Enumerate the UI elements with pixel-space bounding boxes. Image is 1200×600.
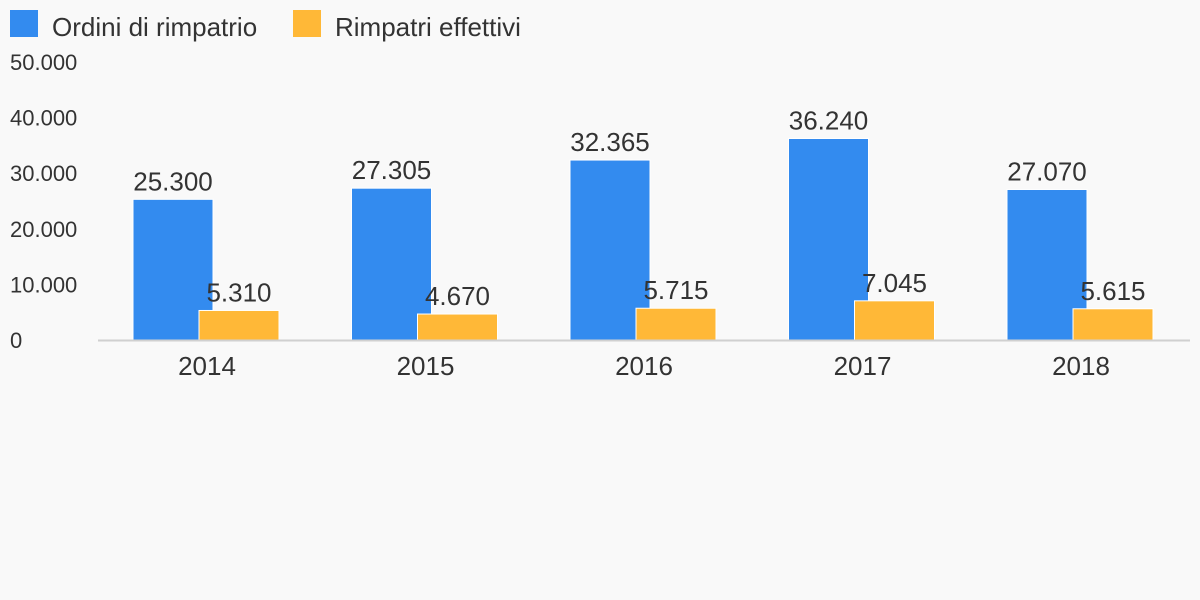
data-label: 32.365 <box>570 127 650 157</box>
bar-1-2014 <box>198 309 280 341</box>
x-axis: 2014 2015 2016 2017 2018 <box>178 351 1110 381</box>
y-tick-label: 50.000 <box>10 50 77 75</box>
bar-1-2015 <box>417 313 498 341</box>
y-tick-label: 10.000 <box>10 272 77 297</box>
y-tick-label: 20.000 <box>10 217 77 242</box>
y-axis: 0 10.000 20.000 30.000 40.000 50.000 <box>10 50 77 353</box>
data-label: 5.715 <box>643 275 708 305</box>
data-label: 5.310 <box>206 277 271 307</box>
bar-1-2017 <box>854 300 935 341</box>
y-tick-label: 40.000 <box>10 106 77 131</box>
data-label: 5.615 <box>1080 276 1145 306</box>
data-labels: 25.300 5.310 27.305 4.670 32.365 5.715 36.240 7… <box>133 106 1145 312</box>
y-tick-label: 30.000 <box>10 161 77 186</box>
bar-1-2016 <box>635 307 717 341</box>
data-label: 4.670 <box>425 281 490 311</box>
x-tick-label: 2018 <box>1052 351 1110 381</box>
legend-label-0: Ordini di rimpatrio <box>52 12 257 42</box>
data-label: 27.070 <box>1007 156 1087 186</box>
legend: Ordini di rimpatrio Rimpatri effettivi <box>10 10 521 42</box>
x-tick-label: 2016 <box>615 351 673 381</box>
bars <box>132 138 1154 341</box>
legend-swatch-0 <box>10 10 38 37</box>
legend-label-1: Rimpatri effettivi <box>335 12 521 42</box>
x-tick-label: 2014 <box>178 351 236 381</box>
data-label: 25.300 <box>133 166 213 196</box>
x-tick-label: 2015 <box>397 351 455 381</box>
data-label: 36.240 <box>789 106 869 136</box>
y-tick-label: 0 <box>10 328 22 353</box>
bar-1-2018 <box>1072 308 1154 341</box>
legend-swatch-1 <box>293 10 321 37</box>
data-label: 7.045 <box>862 268 927 298</box>
x-tick-label: 2017 <box>834 351 892 381</box>
data-label: 27.305 <box>352 155 432 185</box>
